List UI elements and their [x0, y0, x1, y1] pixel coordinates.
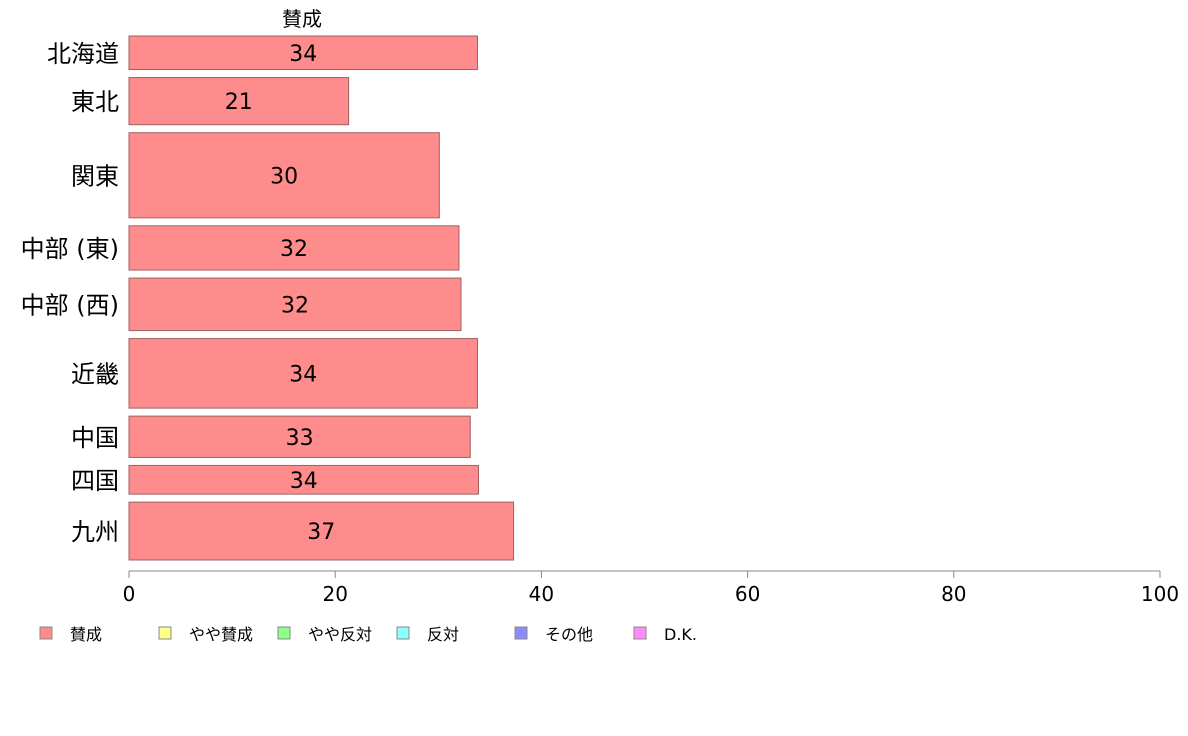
x-tick-label: 60: [735, 582, 760, 606]
bar: [128, 225, 460, 271]
x-tick-label: 40: [529, 582, 554, 606]
bar: [128, 464, 480, 495]
bar-value-label: 34: [289, 42, 317, 67]
legend: 賛成 やや賛成 やや反対 反対 その他 D.K.: [39, 625, 697, 644]
bar: [128, 132, 440, 219]
bar: [128, 415, 471, 458]
category-label: 中部 (西): [21, 291, 119, 319]
bar: [128, 277, 462, 332]
legend-swatch: [396, 626, 410, 640]
bar-value-label: 37: [307, 520, 335, 545]
bar-value-label: 32: [280, 237, 308, 262]
legend-swatch: [277, 626, 291, 640]
legend-label: 賛成: [70, 625, 102, 644]
x-tick-label: 20: [322, 582, 347, 606]
bar: [128, 501, 515, 561]
bar-value-label: 30: [270, 164, 298, 189]
bar: [128, 35, 478, 71]
legend-label: D.K.: [664, 625, 697, 644]
legend-swatch: [39, 626, 53, 640]
bar-value-label: 32: [281, 293, 309, 318]
bar: [128, 77, 350, 126]
category-label: 九州: [71, 518, 119, 546]
x-tick-label: 80: [941, 582, 966, 606]
x-tick-label: 100: [1141, 582, 1179, 606]
legend-label: やや反対: [308, 625, 372, 644]
category-label: 関東: [71, 162, 119, 190]
x-tick-label: 0: [123, 582, 136, 606]
category-label: 北海道: [47, 40, 119, 68]
bar-value-label: 21: [225, 90, 253, 115]
legend-label: やや賛成: [189, 625, 253, 644]
legend-label: 反対: [427, 625, 459, 644]
legend-swatch: [514, 626, 528, 640]
category-label: 四国: [71, 467, 119, 495]
bar: [128, 338, 478, 409]
bar-value-label: 34: [290, 469, 318, 494]
bar-value-label: 33: [286, 426, 314, 451]
bar-value-label: 34: [289, 362, 317, 387]
x-axis: 0 20 40 60 80 100: [123, 570, 1179, 606]
category-label: 近畿: [71, 360, 119, 388]
category-label: 中国: [71, 424, 119, 452]
legend-swatch: [158, 626, 172, 640]
legend-label: その他: [545, 625, 593, 644]
series-title: 賛成: [282, 7, 322, 31]
category-label: 中部 (東): [21, 235, 119, 263]
legend-swatch: [633, 626, 647, 640]
bars-group: 34 21 30 32 32 34 33 34 37: [128, 35, 515, 561]
category-label: 東北: [71, 88, 119, 116]
